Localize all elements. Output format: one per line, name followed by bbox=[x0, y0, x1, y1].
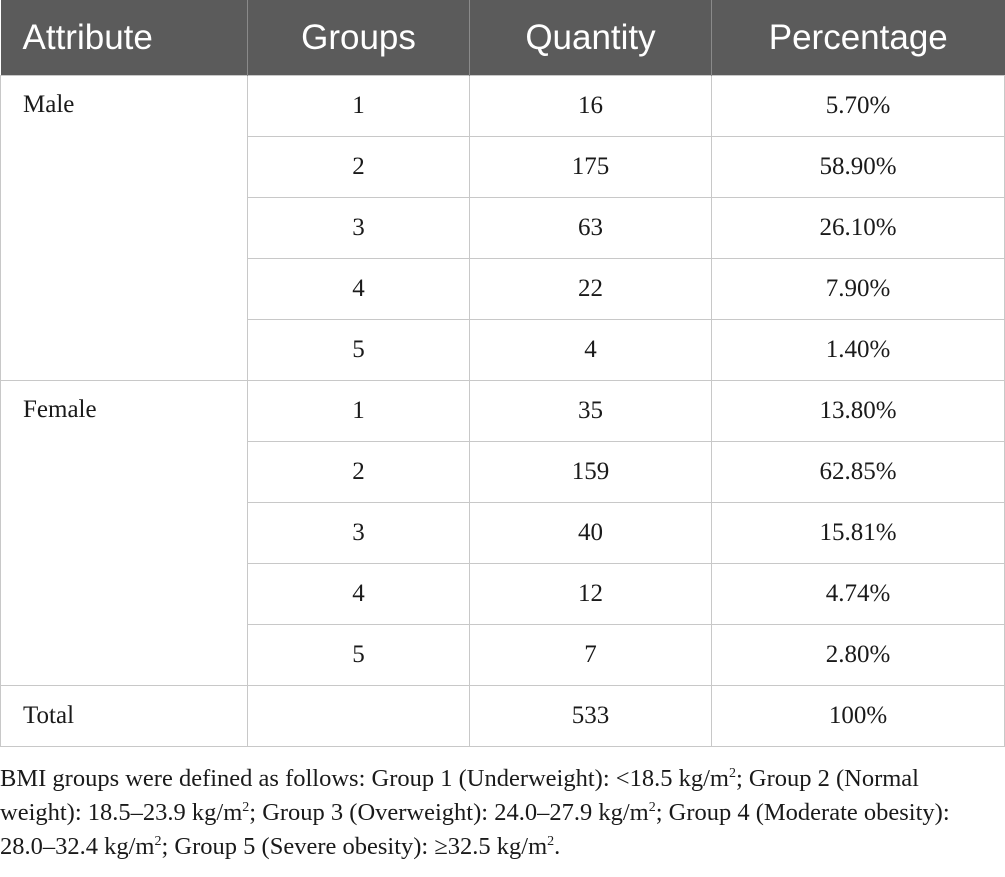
percentage-cell: 2.80% bbox=[711, 624, 1005, 686]
group-cell: 3 bbox=[247, 197, 470, 259]
table-row: 3 40 15.81% bbox=[1, 502, 1005, 564]
quantity-cell: 63 bbox=[469, 197, 712, 259]
footnote-superscript: 2 bbox=[547, 833, 555, 849]
footnote-group-2: ; Group 2 (Normal weight): 18.5–23.9 kg/… bbox=[0, 765, 919, 826]
header-percentage: Percentage bbox=[711, 0, 1005, 76]
quantity-cell: 7 bbox=[469, 624, 712, 686]
percentage-cell: 7.90% bbox=[711, 258, 1005, 320]
total-percentage: 100% bbox=[711, 685, 1005, 747]
footnote-group-3: ; Group 3 (Overweight): 24.0–27.9 kg/m bbox=[249, 799, 649, 826]
table-row: 3 63 26.10% bbox=[1, 197, 1005, 259]
group-cell: 2 bbox=[247, 441, 470, 503]
percentage-cell: 5.70% bbox=[711, 75, 1005, 137]
percentage-cell: 62.85% bbox=[711, 441, 1005, 503]
footnote-superscript: 2 bbox=[154, 833, 162, 849]
percentage-cell: 15.81% bbox=[711, 502, 1005, 564]
group-cell: 1 bbox=[247, 75, 470, 137]
attribute-cell-male: Male bbox=[0, 75, 248, 381]
table-body: Male 1 16 5.70% 2 175 58.90% 3 63 26.10%… bbox=[0, 75, 1005, 747]
percentage-cell: 1.40% bbox=[711, 319, 1005, 381]
quantity-cell: 16 bbox=[469, 75, 712, 137]
quantity-cell: 40 bbox=[469, 502, 712, 564]
table-row: 5 4 1.40% bbox=[1, 319, 1005, 381]
table-row: 4 22 7.90% bbox=[1, 258, 1005, 320]
percentage-cell: 13.80% bbox=[711, 380, 1005, 442]
footnote-intro: BMI groups were defined as follows: Grou… bbox=[0, 765, 729, 792]
header-row: Attribute Groups Quantity Percentage bbox=[0, 0, 1005, 76]
group-cell: 3 bbox=[247, 502, 470, 564]
quantity-cell: 175 bbox=[469, 136, 712, 198]
quantity-cell: 4 bbox=[469, 319, 712, 381]
table-row: 4 12 4.74% bbox=[1, 563, 1005, 625]
header-groups: Groups bbox=[247, 0, 470, 76]
group-cell: 4 bbox=[247, 258, 470, 320]
group-cell: 5 bbox=[247, 319, 470, 381]
table-row: 2 175 58.90% bbox=[1, 136, 1005, 198]
footnote-group-4: ; Group 4 (Moderate obesity): 28.0–32.4 … bbox=[0, 799, 950, 860]
footnote-group-5: ; Group 5 (Severe obesity): ≥32.5 kg/m bbox=[161, 833, 548, 860]
total-label: Total bbox=[0, 685, 248, 747]
quantity-cell: 12 bbox=[469, 563, 712, 625]
quantity-cell: 22 bbox=[469, 258, 712, 320]
footnote-superscript: 2 bbox=[648, 799, 656, 815]
table-row: 5 7 2.80% bbox=[1, 624, 1005, 686]
footnote-end: . bbox=[554, 833, 561, 860]
bmi-distribution-table: Attribute Groups Quantity Percentage Mal… bbox=[0, 0, 1005, 747]
total-row: Total 533 100% bbox=[0, 685, 1005, 747]
group-cell: 4 bbox=[247, 563, 470, 625]
group-cell: 1 bbox=[247, 380, 470, 442]
percentage-cell: 4.74% bbox=[711, 563, 1005, 625]
quantity-cell: 159 bbox=[469, 441, 712, 503]
total-quantity: 533 bbox=[469, 685, 712, 747]
table-row: 2 159 62.85% bbox=[1, 441, 1005, 503]
group-cell: 5 bbox=[247, 624, 470, 686]
footnote-superscript: 2 bbox=[242, 799, 250, 815]
quantity-cell: 35 bbox=[469, 380, 712, 442]
footnote-superscript: 2 bbox=[728, 765, 736, 781]
table-footnote: BMI groups were defined as follows: Grou… bbox=[0, 762, 1004, 864]
table-header: Attribute Groups Quantity Percentage bbox=[0, 0, 1005, 76]
header-quantity: Quantity bbox=[469, 0, 712, 76]
attribute-cell-female: Female bbox=[0, 380, 248, 686]
percentage-cell: 26.10% bbox=[711, 197, 1005, 259]
table-row: Female 1 35 13.80% bbox=[0, 380, 1005, 686]
group-cell: 2 bbox=[247, 136, 470, 198]
header-attribute: Attribute bbox=[0, 0, 248, 76]
total-group-cell bbox=[247, 685, 470, 747]
percentage-cell: 58.90% bbox=[711, 136, 1005, 198]
table-row: Male 1 16 5.70% bbox=[0, 75, 1005, 381]
